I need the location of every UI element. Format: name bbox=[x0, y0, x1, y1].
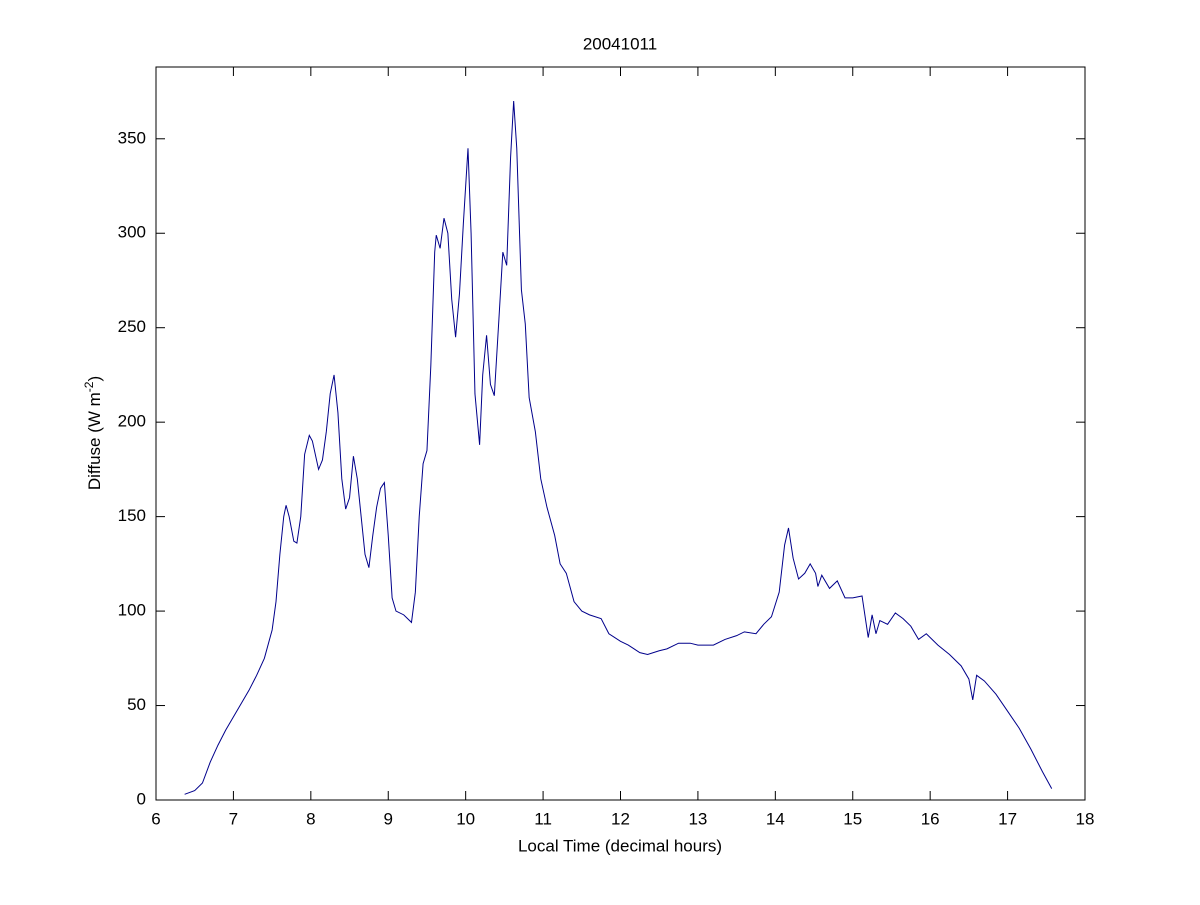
x-tick-label: 7 bbox=[229, 809, 238, 828]
y-tick-label: 0 bbox=[137, 789, 146, 808]
data-line bbox=[184, 100, 1053, 795]
y-tick-label: 200 bbox=[118, 412, 146, 431]
x-tick-label: 10 bbox=[456, 809, 475, 828]
x-tick-label: 15 bbox=[843, 809, 862, 828]
x-tick-label: 6 bbox=[151, 809, 160, 828]
y-axis-label: Diffuse (W m-2) bbox=[82, 376, 104, 490]
x-tick-label: 12 bbox=[611, 809, 630, 828]
x-tick-label: 14 bbox=[766, 809, 785, 828]
x-tick-label: 11 bbox=[534, 809, 552, 828]
chart-title: 20041011 bbox=[583, 34, 657, 53]
x-tick-label: 9 bbox=[384, 809, 393, 828]
x-tick-label: 13 bbox=[688, 809, 707, 828]
x-tick-label: 8 bbox=[306, 809, 315, 828]
y-tick-label: 50 bbox=[127, 695, 146, 714]
y-tick-label: 250 bbox=[118, 317, 146, 336]
x-tick-label: 17 bbox=[998, 809, 1017, 828]
y-tick-label: 350 bbox=[118, 128, 146, 147]
x-tick-label: 18 bbox=[1076, 809, 1095, 828]
y-tick-label: 150 bbox=[118, 506, 146, 525]
y-tick-label: 100 bbox=[118, 601, 146, 620]
x-axis-label: Local Time (decimal hours) bbox=[518, 836, 722, 855]
x-tick-label: 16 bbox=[921, 809, 940, 828]
y-tick-label: 300 bbox=[118, 223, 146, 242]
